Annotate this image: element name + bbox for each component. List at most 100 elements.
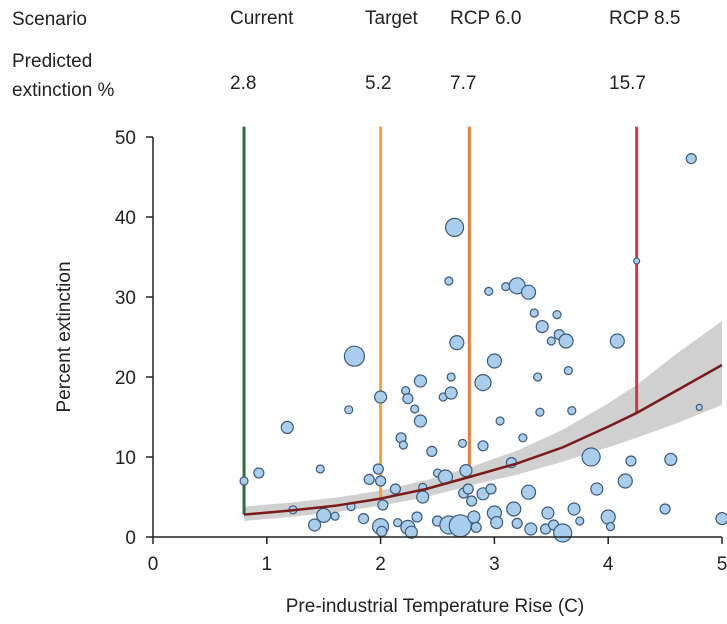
data-point bbox=[404, 525, 418, 539]
scenario-value-rcp85: 15.7 bbox=[609, 73, 646, 94]
data-point bbox=[520, 284, 537, 300]
data-point bbox=[372, 463, 384, 475]
data-point bbox=[374, 390, 388, 404]
scenario-value-current: 2.8 bbox=[230, 73, 257, 94]
data-point bbox=[485, 483, 497, 495]
data-point bbox=[495, 416, 505, 426]
scenario-value-rcp60: 7.7 bbox=[450, 73, 477, 94]
confidence-band-layer bbox=[244, 321, 723, 521]
data-point bbox=[239, 476, 249, 486]
data-point bbox=[567, 406, 577, 416]
scenario-name-rcp60: RCP 6.0 bbox=[450, 8, 522, 29]
scenario-name-target: Target bbox=[365, 8, 418, 29]
data-point bbox=[363, 473, 375, 485]
data-point bbox=[466, 495, 478, 507]
y-tick-label: 30 bbox=[115, 288, 136, 309]
data-point bbox=[520, 484, 537, 500]
data-point bbox=[389, 483, 401, 495]
data-point bbox=[376, 525, 388, 538]
data-point bbox=[393, 517, 403, 528]
data-point bbox=[446, 372, 456, 382]
predicted-label-line2: extinction % bbox=[12, 80, 115, 101]
data-point bbox=[715, 512, 727, 526]
fit-curve bbox=[243, 363, 723, 516]
data-point bbox=[398, 440, 408, 450]
data-point bbox=[474, 374, 492, 392]
data-point bbox=[316, 507, 332, 524]
data-point bbox=[444, 276, 454, 286]
data-point bbox=[402, 393, 414, 405]
data-point bbox=[563, 366, 573, 376]
data-point bbox=[449, 335, 465, 351]
scenario-name-current: Current bbox=[230, 8, 294, 29]
data-point bbox=[575, 516, 585, 526]
data-point bbox=[518, 433, 528, 443]
data-point bbox=[685, 153, 697, 165]
data-point bbox=[617, 473, 633, 489]
data-point bbox=[410, 404, 420, 414]
scenario-lines-layer bbox=[242, 126, 639, 515]
data-point bbox=[470, 521, 482, 534]
data-point bbox=[413, 414, 428, 428]
data-point bbox=[541, 506, 555, 520]
data-point bbox=[459, 464, 473, 478]
data-point bbox=[344, 405, 354, 415]
data-point bbox=[315, 464, 325, 474]
x-tick-label: 0 bbox=[148, 554, 159, 575]
data-point bbox=[506, 501, 522, 517]
data-point bbox=[413, 374, 428, 388]
data-point bbox=[590, 482, 604, 496]
data-point bbox=[416, 490, 430, 504]
data-point bbox=[535, 407, 545, 417]
data-point bbox=[375, 475, 387, 487]
data-point bbox=[501, 282, 511, 292]
y-axis-title: Percent extinction bbox=[54, 261, 75, 412]
x-tick-label: 1 bbox=[262, 554, 273, 575]
data-point bbox=[444, 217, 465, 237]
data-point bbox=[553, 523, 573, 543]
y-tick-label: 0 bbox=[125, 528, 136, 549]
scenario-name-rcp85: RCP 8.5 bbox=[609, 8, 681, 29]
confidence-band bbox=[244, 321, 723, 521]
data-point bbox=[633, 257, 641, 265]
x-tick-label: 5 bbox=[717, 554, 727, 575]
data-point bbox=[659, 503, 671, 515]
data-point bbox=[664, 452, 678, 466]
data-point bbox=[307, 518, 322, 532]
data-point bbox=[511, 517, 523, 530]
data-point bbox=[605, 521, 616, 532]
data-point bbox=[546, 336, 556, 346]
data-point bbox=[535, 320, 549, 334]
y-tick-label: 20 bbox=[115, 368, 136, 389]
data-point bbox=[524, 522, 538, 536]
data-point bbox=[357, 512, 370, 525]
data-point bbox=[581, 447, 601, 467]
data-point bbox=[533, 372, 543, 382]
data-point bbox=[467, 510, 481, 524]
data-point bbox=[253, 467, 265, 479]
data-point bbox=[609, 333, 625, 349]
x-axis-title: Pre-industrial Temperature Rise (C) bbox=[286, 596, 584, 617]
data-point bbox=[625, 455, 637, 467]
data-point bbox=[600, 509, 616, 525]
data-point bbox=[377, 499, 389, 511]
data-point bbox=[457, 438, 468, 448]
data-point bbox=[552, 310, 562, 320]
data-point bbox=[343, 345, 366, 367]
x-tick-label: 4 bbox=[603, 554, 614, 575]
data-point bbox=[558, 333, 574, 349]
data-point bbox=[411, 511, 423, 523]
data-point bbox=[695, 403, 703, 411]
data-points-layer bbox=[239, 153, 727, 543]
scenario-row-label: Scenario bbox=[12, 9, 87, 30]
data-point bbox=[462, 483, 474, 495]
data-point bbox=[477, 440, 489, 452]
data-point bbox=[567, 502, 581, 516]
x-tick-label: 3 bbox=[489, 554, 500, 575]
data-point bbox=[486, 353, 502, 369]
x-tick-label: 2 bbox=[375, 554, 386, 575]
y-tick-label: 50 bbox=[115, 128, 136, 149]
data-point bbox=[444, 386, 458, 400]
